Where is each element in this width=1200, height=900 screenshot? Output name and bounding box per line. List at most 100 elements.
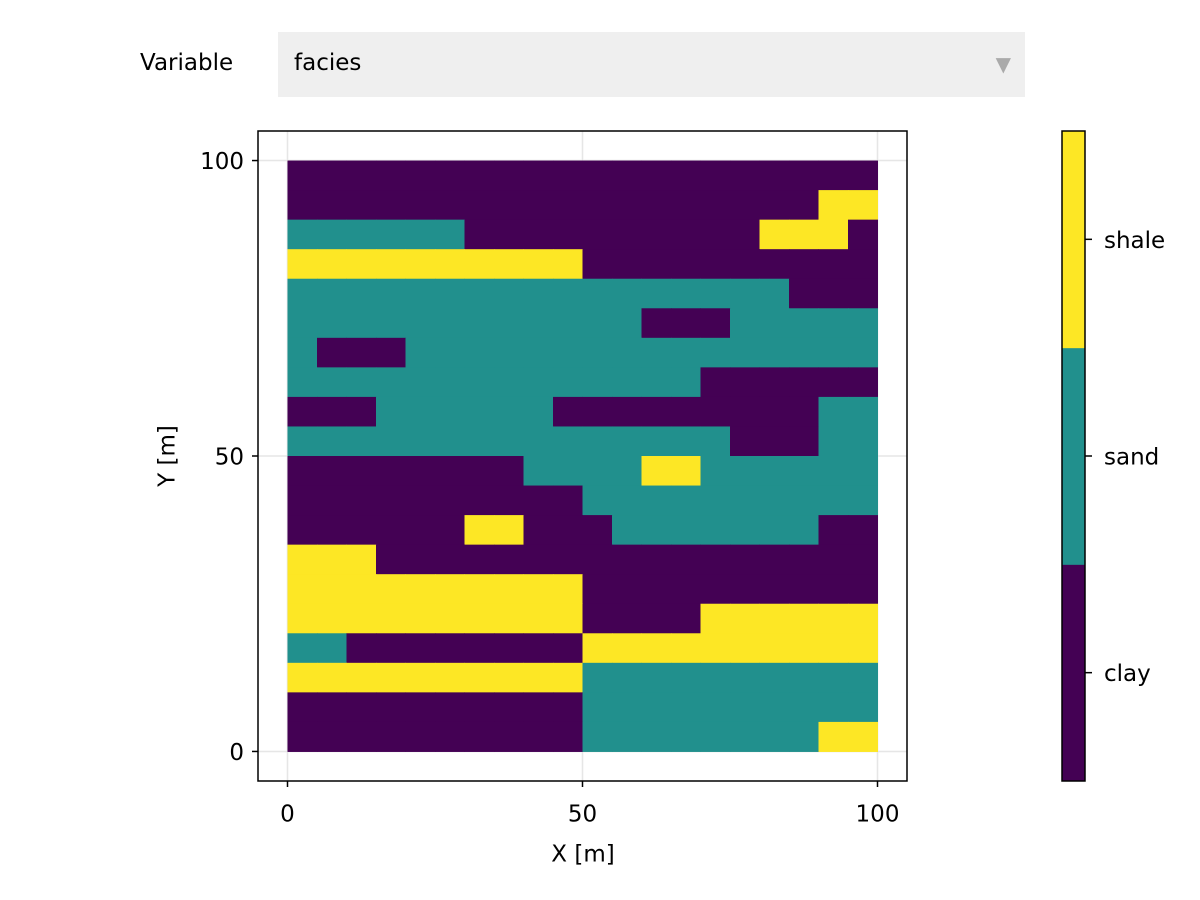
heatmap-cell: [759, 721, 790, 752]
heatmap-cell: [848, 662, 878, 693]
heatmap-cell: [641, 219, 672, 250]
heatmap-cell: [671, 721, 701, 752]
heatmap-cell: [730, 456, 760, 487]
heatmap-cell: [671, 603, 701, 634]
heatmap-cell: [582, 515, 613, 546]
dropdown-arrow[interactable]: ▼: [995, 52, 1011, 76]
heatmap-cell: [435, 426, 465, 457]
heatmap-cell: [582, 603, 613, 634]
heatmap-cell: [435, 219, 465, 250]
heatmap-cell: [464, 308, 495, 339]
heatmap-cell: [523, 662, 554, 693]
heatmap-cell: [405, 190, 436, 221]
heatmap-cell: [376, 160, 406, 191]
heatmap-cell: [582, 633, 613, 664]
heatmap-cell: [287, 426, 318, 457]
heatmap-cell: [523, 278, 554, 309]
heatmap-cell: [612, 544, 642, 575]
heatmap-cell: [435, 308, 465, 339]
heatmap-cell: [700, 160, 731, 191]
heatmap-cell: [346, 515, 377, 546]
heatmap-cell: [612, 367, 642, 398]
heatmap-cell: [346, 308, 377, 339]
heatmap-cell: [641, 603, 672, 634]
heatmap-cell: [671, 160, 701, 191]
heatmap-cell: [523, 308, 554, 339]
heatmap-cell: [789, 367, 819, 398]
heatmap-cell: [464, 337, 495, 368]
heatmap-cell: [287, 367, 318, 398]
heatmap-cell: [405, 249, 436, 280]
heatmap-cell: [376, 426, 406, 457]
heatmap-cell: [523, 544, 554, 575]
heatmap-cell: [848, 190, 878, 221]
heatmap-cell: [553, 633, 583, 664]
heatmap-cell: [376, 278, 406, 309]
heatmap-cell: [818, 396, 849, 427]
heatmap-cell: [494, 396, 524, 427]
heatmap-cell: [435, 515, 465, 546]
heatmap-cell: [848, 692, 878, 723]
heatmap-cell: [730, 249, 760, 280]
heatmap-cell: [700, 456, 731, 487]
heatmap-cell: [376, 574, 406, 605]
heatmap-cell: [818, 190, 849, 221]
heatmap-cell: [641, 337, 672, 368]
heatmap-cell: [818, 544, 849, 575]
heatmap-cell: [612, 219, 642, 250]
heatmap-cell: [287, 544, 318, 575]
heatmap-cell: [553, 219, 583, 250]
heatmap-cell: [789, 456, 819, 487]
heatmap-cell: [700, 515, 731, 546]
heatmap-cell: [405, 456, 436, 487]
x-axis-label: X [m]: [551, 842, 614, 868]
heatmap-cell: [317, 367, 347, 398]
heatmap-cell: [287, 278, 318, 309]
heatmap-cell: [405, 367, 436, 398]
heatmap-cell: [612, 249, 642, 280]
heatmap-cell: [759, 278, 790, 309]
heatmap-cell: [376, 662, 406, 693]
heatmap-cell: [612, 692, 642, 723]
heatmap-cell: [848, 515, 878, 546]
heatmap-cell: [464, 485, 495, 516]
heatmap-cell: [759, 456, 790, 487]
heatmap-cell: [671, 308, 701, 339]
heatmap-cell: [671, 515, 701, 546]
heatmap-cell: [582, 308, 613, 339]
heatmap-cell: [464, 219, 495, 250]
heatmap-cell: [641, 662, 672, 693]
heatmap-cell: [818, 367, 849, 398]
heatmap-cell: [700, 249, 731, 280]
heatmap-cell: [848, 544, 878, 575]
heatmap-cell: [523, 426, 554, 457]
heatmap-cell: [612, 633, 642, 664]
heatmap-cell: [553, 396, 583, 427]
colorbar-label: shale: [1104, 228, 1165, 254]
heatmap-cell: [464, 692, 495, 723]
heatmap-cell: [317, 574, 347, 605]
heatmap-cell: [848, 633, 878, 664]
heatmap-cell: [759, 337, 790, 368]
heatmap-cell: [376, 396, 406, 427]
heatmap-cell: [700, 721, 731, 752]
heatmap-cell: [435, 721, 465, 752]
heatmap-cell: [759, 515, 790, 546]
heatmap-cell: [848, 278, 878, 309]
heatmap-cell: [582, 337, 613, 368]
dropdown[interactable]: facies ▼: [278, 32, 1025, 97]
heatmap-cell: [346, 692, 377, 723]
heatmap-cell: [641, 426, 672, 457]
heatmap-cell: [818, 249, 849, 280]
heatmap-cell: [700, 337, 731, 368]
colorbar-frame: [1061, 130, 1086, 782]
heatmap-cell: [612, 485, 642, 516]
heatmap-cell: [818, 515, 849, 546]
heatmap-cell: [317, 603, 347, 634]
heatmap-cell: [641, 574, 672, 605]
heatmap-cell: [435, 456, 465, 487]
heatmap-cell: [612, 337, 642, 368]
heatmap-cell: [346, 721, 377, 752]
heatmap-cell: [730, 544, 760, 575]
heatmap-cell: [759, 308, 790, 339]
